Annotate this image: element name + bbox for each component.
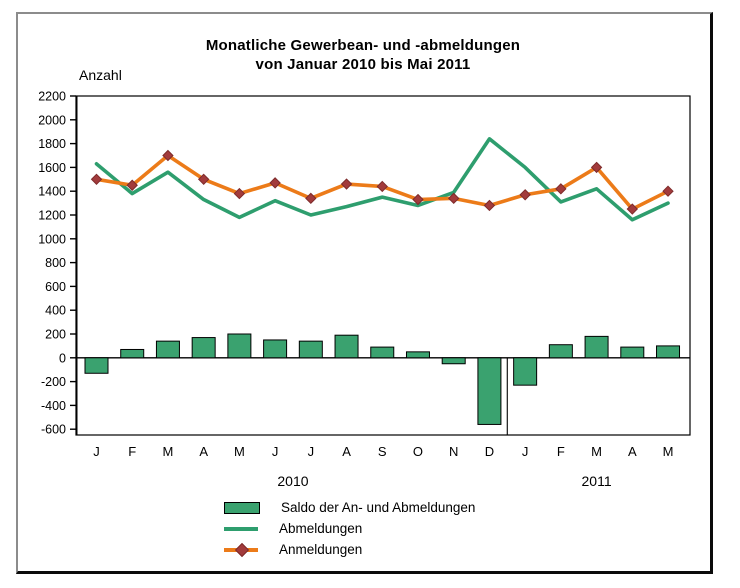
anmeldungen-marker-icon [376,180,388,193]
saldo-bar [656,345,681,359]
anmeldungen-marker-icon [412,193,424,206]
x-month-label: J [93,444,100,459]
anmeldungen-marker-icon [626,203,639,215]
x-month-label: N [449,444,458,459]
legend-label-anmeldungen: Anmeldungen [279,542,363,557]
legend-label-abmeldungen: Abmeldungen [279,521,363,536]
saldo-bar [263,339,288,359]
y-tick-label: -600 [41,423,66,437]
anmeldungen-marker-icon [483,199,496,212]
anmeldungen-marker-icon [90,173,103,186]
y-tick-label: 400 [45,304,66,318]
saldo-bar-swatch-icon [224,501,260,514]
y-tick-label: 800 [45,256,66,270]
y-tick-label: 2200 [38,90,66,104]
legend-item-saldo: Saldo der An- und Abmeldungen [224,499,475,516]
saldo-bar [227,333,252,359]
anmeldungen-marker-icon [305,192,317,205]
saldo-bar [334,334,359,359]
saldo-bar [548,344,573,359]
saldo-bar [405,351,430,359]
anmeldungen-marker-icon [447,192,460,205]
y-tick-label: 1200 [38,209,66,223]
legend-item-anmeldungen: Anmeldungen [224,541,475,558]
x-month-label: O [413,444,423,459]
y-tick-label: 2000 [38,113,66,127]
anmeldungen-marker-icon [662,185,674,197]
y-tick-label: 1800 [38,137,66,151]
abmeldungen-line-swatch-icon [224,526,258,531]
saldo-bar [441,357,466,365]
x-month-label: A [199,444,208,459]
chart-title-line1: Monatliche Gewerbean- und -abmeldungen [205,37,521,54]
x-month-label: M [163,444,174,459]
x-month-label: J [272,444,279,459]
anmeldungen-marker-icon [197,173,210,186]
x-month-label: J [522,444,529,459]
anmeldungen-marker-icon [340,178,353,190]
diamond-marker-icon [234,542,250,557]
y-axis-caption: Anzahl [79,67,122,83]
x-month-label: M [591,444,602,459]
legend-label-saldo: Saldo der An- und Abmeldungen [281,500,476,515]
anmeldungen-line-swatch-icon [224,542,258,557]
anmeldungen-marker-icon [233,187,246,200]
chart-title-line2: von Januar 2010 bis Mai 2011 [255,56,471,73]
chart-title: Monatliche Gewerbean- und -abmeldungen v… [0,36,726,74]
saldo-bar [155,340,180,359]
saldo-bar [84,357,109,374]
year-label: 2011 [582,473,612,489]
anmeldungen-marker-icon [590,161,603,174]
x-month-label: A [628,444,637,459]
x-month-label: F [557,444,565,459]
y-tick-label: 1600 [38,161,66,175]
legend-item-abmeldungen: Abmeldungen [224,520,475,537]
saldo-bar [513,357,538,386]
x-month-label: D [485,444,494,459]
saldo-bar [370,346,395,359]
plot-area [75,95,691,436]
saldo-bar [191,337,216,359]
saldo-bar [584,335,609,359]
saldo-bar [298,340,323,359]
saldo-bar [477,357,502,425]
y-tick-label: -400 [41,399,66,413]
anmeldungen-marker-icon [126,179,138,191]
x-month-label: A [342,444,351,459]
y-tick-label: 0 [59,351,66,365]
y-tick-label: 600 [45,280,66,294]
x-month-label: M [234,444,245,459]
x-month-label: J [308,444,315,459]
anmeldungen-marker-icon [555,183,567,195]
abmeldungen-line [94,137,670,222]
y-tick-label: -200 [41,375,66,389]
y-tick-label: 1400 [38,185,66,199]
anmeldungen-marker-icon [269,177,281,189]
legend: Saldo der An- und Abmeldungen Abmeldunge… [224,499,475,562]
anmeldungen-marker-icon [162,149,174,162]
year-label: 2010 [277,473,308,489]
y-tick-label: 200 [45,328,66,342]
x-month-label: F [128,444,136,459]
saldo-bar [120,348,145,359]
anmeldungen-marker-icon [519,189,531,201]
saldo-bar [620,346,645,359]
x-month-label: M [663,444,674,459]
y-tick-label: 1000 [38,232,66,246]
x-month-label: S [378,444,387,459]
